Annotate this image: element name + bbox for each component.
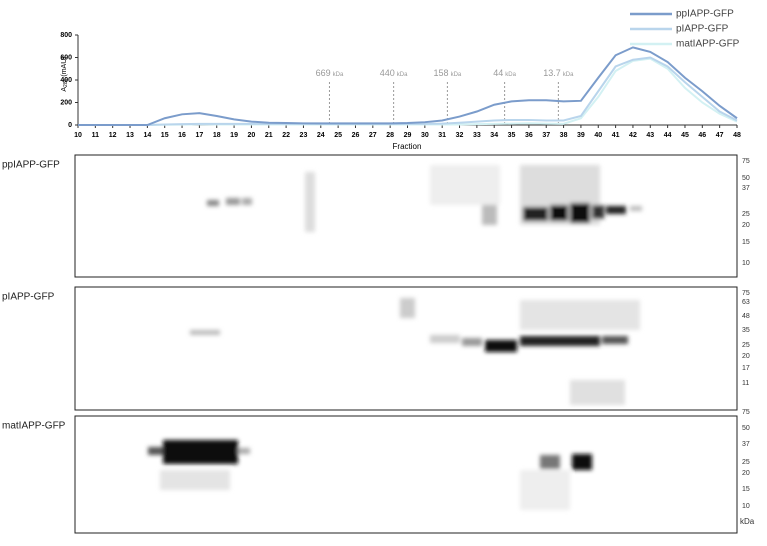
marker-unit: kDa [397,72,408,78]
blot-panel [74,154,738,278]
marker-size: 75 [742,290,750,297]
marker-unit: kDa [451,72,462,78]
y-tick-label: 0 [68,122,72,129]
x-tick-label: 28 [386,132,394,139]
x-tick-label: 30 [421,132,429,139]
x-tick-label: 16 [178,132,186,139]
x-axis-label: Fraction [393,142,422,151]
x-tick-label: 38 [560,132,568,139]
y-tick-label: 800 [60,32,72,39]
x-tick-label: 48 [733,132,741,139]
x-tick-label: 45 [681,132,689,139]
marker-unit: kDa [333,72,344,78]
x-tick-label: 40 [594,132,602,139]
x-tick-label: 43 [646,132,654,139]
x-tick-label: 27 [369,132,377,139]
marker-size: 25 [742,211,750,218]
y-axis-label-main: A [61,87,68,92]
x-tick-label: 25 [334,132,342,139]
x-tick-label: 15 [161,132,169,139]
legend-label: matIAPP-GFP [676,39,740,50]
x-tick-label: 20 [248,132,256,139]
marker-unit-label: kDa [740,517,755,526]
legend-label: ppIAPP-GFP [676,9,734,20]
x-tick-label: 31 [438,132,446,139]
marker-value: 44 [493,68,503,78]
x-tick-label: 10 [74,132,82,139]
x-tick-label: 29 [404,132,412,139]
y-tick-label: 600 [60,54,72,61]
marker-size: 15 [742,239,750,246]
x-tick-label: 17 [195,132,203,139]
marker-size: 50 [742,425,750,432]
x-tick-label: 42 [629,132,637,139]
marker-label: 669 kDa [316,68,344,78]
marker-size: 25 [742,342,750,349]
marker-value: 669 [316,68,331,78]
marker-label: 13.7 kDa [543,68,574,78]
marker-size: 17 [742,365,750,372]
y-axis-label-sub: 280 [63,78,69,87]
x-tick-label: 14 [143,132,151,139]
marker-value: 13.7 [543,68,561,78]
marker-unit: kDa [563,72,574,78]
x-tick-label: 39 [577,132,585,139]
x-tick-label: 13 [126,132,134,139]
marker-size: 37 [742,185,750,192]
blot-label: pIAPP-GFP [2,292,55,303]
x-tick-label: 36 [525,132,533,139]
marker-size: 20 [742,222,750,229]
x-tick-label: 35 [508,132,516,139]
x-tick-label: 46 [698,132,706,139]
marker-value: 440 [380,68,395,78]
y-axis-label: A280 (mAU) [61,56,69,91]
x-tick-label: 24 [317,132,325,139]
marker-size: 50 [742,175,750,182]
marker-size: 75 [742,158,750,165]
x-tick-label: 18 [213,132,221,139]
blot-label: ppIAPP-GFP [2,160,60,171]
x-tick-label: 19 [230,132,238,139]
marker-label: 158 kDa [434,68,462,78]
x-tick-label: 21 [265,132,273,139]
x-tick-label: 47 [716,132,724,139]
marker-size: 25 [742,459,750,466]
marker-size: 48 [742,313,750,320]
marker-label: 440 kDa [380,68,408,78]
marker-size: 75 [742,409,750,416]
x-tick-label: 12 [109,132,117,139]
marker-size: 20 [742,353,750,360]
marker-size: 11 [742,380,749,387]
x-tick-label: 44 [664,132,672,139]
x-tick-label: 23 [300,132,308,139]
x-tick-label: 22 [282,132,290,139]
marker-label: 44 kDa [493,68,516,78]
marker-size: 37 [742,441,750,448]
x-tick-label: 32 [456,132,464,139]
marker-value: 158 [434,68,449,78]
x-tick-label: 41 [612,132,620,139]
legend-label: pIAPP-GFP [676,24,729,35]
marker-size: 63 [742,299,750,306]
marker-size: 20 [742,470,750,477]
marker-size: 15 [742,486,750,493]
y-tick-label: 200 [60,99,72,106]
y-axis-label-unit: (mAU) [61,56,68,76]
x-tick-label: 34 [490,132,498,139]
marker-size: 35 [742,327,750,334]
x-tick-label: 26 [352,132,360,139]
marker-size: 10 [742,260,750,267]
x-tick-label: 33 [473,132,481,139]
x-tick-label: 37 [542,132,550,139]
blot-label: matIAPP-GFP [2,421,66,432]
x-tick-label: 11 [92,132,100,139]
y-tick-label: 400 [60,77,72,84]
marker-unit: kDa [505,72,516,78]
series-line [78,46,738,126]
marker-size: 10 [742,503,750,510]
blot-bands [148,165,642,510]
